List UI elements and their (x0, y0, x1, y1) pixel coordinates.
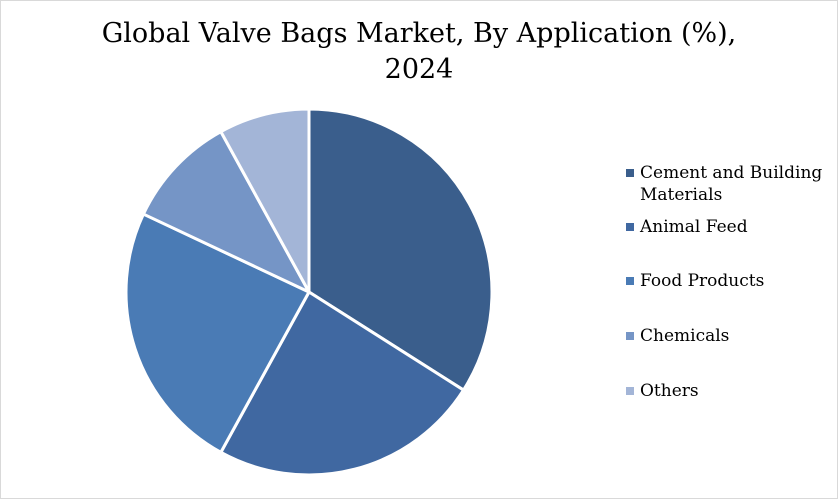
legend-label-chemicals: Chemicals (640, 326, 730, 346)
legend-item-cement: Cement and Building Materials (626, 162, 830, 206)
legend-swatch-animal-feed (626, 223, 634, 231)
pie-slice-others (219, 107, 311, 294)
legend-label-others: Others (640, 381, 699, 401)
legend-item-animal-feed: Animal Feed (626, 216, 830, 238)
pie-slice-animal-feed (219, 290, 466, 477)
chart-title-line-2: 2024 (384, 54, 454, 85)
chart-title-line-1: Global Valve Bags Market, By Application… (101, 18, 737, 49)
legend-item-others: Others (626, 380, 830, 402)
legend-swatch-chemicals (626, 332, 634, 340)
legend-swatch-cement (626, 169, 634, 177)
legend-label-animal-feed: Animal Feed (640, 217, 748, 237)
legend-swatch-others (626, 387, 634, 395)
legend-label-food-products: Food Products (640, 271, 765, 291)
legend-item-food-products: Food Products (626, 270, 830, 292)
pie-slices (124, 107, 494, 477)
chart-title: Global Valve Bags Market, By Application… (0, 16, 838, 88)
pie-slice-chemicals (141, 130, 311, 294)
pie-slice-food-products (124, 212, 311, 454)
legend-swatch-food-products (626, 277, 634, 285)
legend-label-cement: Cement and Building Materials (640, 163, 823, 205)
legend-item-chemicals: Chemicals (626, 325, 830, 347)
